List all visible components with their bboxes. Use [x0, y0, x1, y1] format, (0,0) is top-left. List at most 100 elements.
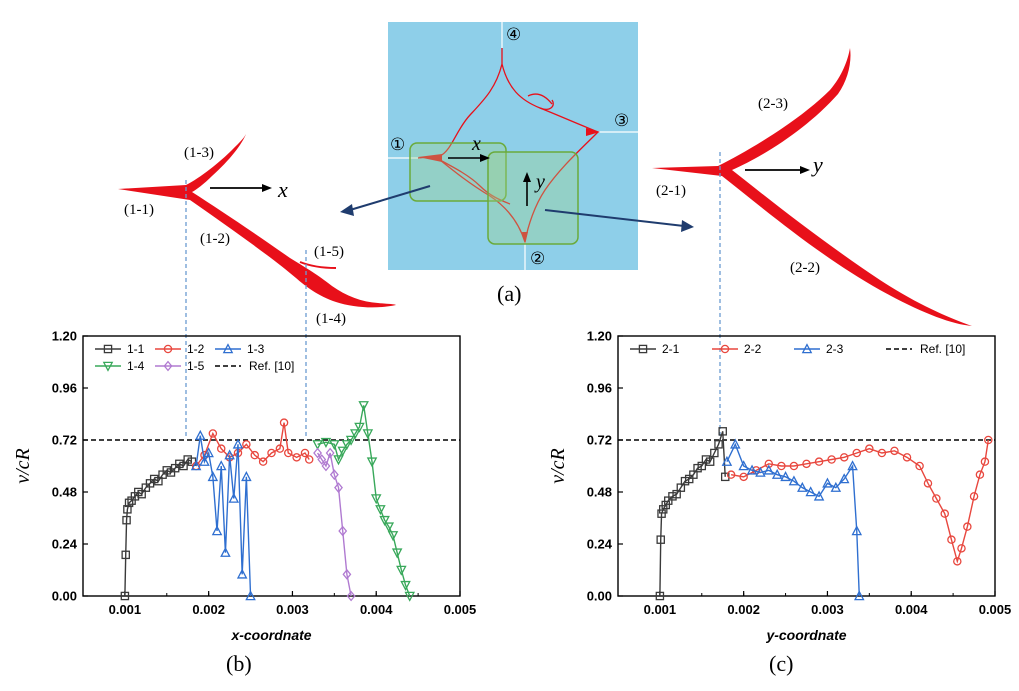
panel-b-label: (b)	[226, 651, 252, 676]
y-tick-label: 0.72	[52, 433, 77, 448]
data-point	[746, 464, 758, 475]
data-point	[267, 448, 276, 458]
panel-a: x y ① ② ③ ④ (a)	[340, 22, 694, 306]
data-point	[890, 446, 899, 456]
y-tick-label: 0.00	[587, 589, 612, 604]
y-tick-label: 0.48	[52, 485, 77, 500]
y-tick-label: 1.20	[587, 329, 612, 344]
data-point	[957, 544, 966, 553]
data-point	[338, 525, 348, 537]
data-point	[203, 447, 214, 458]
zoom-crack-2: y (2-1) (2-2) (2-3)	[652, 48, 972, 326]
series-1-5	[313, 447, 356, 602]
data-point	[656, 535, 665, 544]
data-point	[121, 550, 130, 560]
data-point	[242, 440, 251, 449]
data-point	[224, 449, 235, 460]
data-point	[400, 580, 411, 591]
data-point	[661, 500, 671, 510]
legend-marker	[222, 343, 234, 354]
specimen-background	[388, 22, 638, 270]
data-point	[207, 471, 219, 482]
data-point	[940, 509, 949, 518]
data-point	[718, 427, 727, 436]
y-tick-label: 0.24	[587, 537, 613, 552]
x-tick-label: 0.003	[276, 602, 309, 617]
data-point	[387, 531, 399, 542]
plot-frame	[617, 335, 996, 597]
data-point	[258, 457, 268, 466]
y-tick-label: 0.24	[52, 537, 78, 552]
data-point	[317, 454, 327, 465]
data-point	[710, 448, 719, 458]
data-point	[852, 448, 862, 458]
data-point	[396, 565, 407, 576]
data-point	[877, 448, 887, 458]
legend-label: 2-3	[826, 342, 844, 356]
label-1-4: (1-4)	[316, 311, 346, 327]
series-line	[195, 435, 252, 597]
data-point	[788, 475, 800, 486]
data-point	[947, 535, 956, 544]
data-point	[865, 444, 874, 453]
data-point	[721, 455, 733, 466]
zoom-2-axis-label: y	[811, 152, 823, 177]
data-point	[313, 447, 323, 459]
data-point	[292, 453, 301, 462]
legend-label: 1-5	[187, 359, 205, 373]
data-point	[847, 460, 858, 471]
x-axis-label: y-coordnate	[765, 627, 846, 643]
data-point	[822, 477, 833, 488]
x-tick-label: 0.005	[444, 602, 477, 617]
data-point	[658, 505, 668, 514]
data-point	[123, 505, 132, 514]
data-point	[366, 457, 378, 468]
data-point	[341, 440, 353, 451]
data-point	[755, 466, 766, 477]
series-2-1	[655, 427, 730, 601]
data-point	[190, 460, 202, 471]
series-1-1	[120, 455, 197, 601]
label-1-5: (1-5)	[314, 244, 344, 260]
y-tick-label: 0.96	[587, 381, 612, 396]
data-point	[923, 479, 933, 488]
series-line	[124, 458, 193, 597]
data-point	[304, 455, 314, 464]
data-point	[915, 461, 924, 471]
legend-label: 1-3	[247, 342, 265, 356]
panel-a-y-axis-label: y	[534, 171, 545, 193]
legend: 2-1 2-2 2-3 Ref. [10]	[630, 342, 965, 356]
data-point	[705, 457, 715, 466]
data-point	[980, 457, 990, 466]
series-2-2	[726, 435, 993, 566]
label-2-2: (2-2)	[790, 260, 820, 276]
data-point	[902, 453, 912, 462]
data-point	[370, 494, 382, 505]
zoom-1-axis-label: x	[277, 177, 288, 202]
legend-label: Ref. [10]	[920, 342, 965, 356]
legend-marker	[103, 344, 113, 354]
marker-2: ②	[530, 249, 545, 268]
y-tick-label: 1.20	[52, 329, 77, 344]
data-point	[284, 448, 293, 458]
data-point	[199, 455, 210, 466]
zoom-box-2	[487, 151, 579, 245]
data-point	[220, 546, 231, 557]
legend-marker	[801, 343, 813, 354]
x-tick-label: 0.002	[727, 602, 760, 617]
data-point	[780, 471, 791, 482]
data-point	[932, 494, 941, 503]
data-point	[975, 470, 985, 479]
data-point	[228, 492, 240, 503]
data-point	[216, 444, 226, 453]
x-tick-label: 0.005	[979, 602, 1012, 617]
data-point	[854, 590, 865, 601]
data-point	[814, 457, 824, 466]
data-point	[342, 568, 352, 580]
data-point	[764, 459, 774, 469]
series-line	[195, 422, 310, 467]
x-tick-label: 0.002	[192, 602, 225, 617]
legend-label: 1-4	[127, 359, 145, 373]
data-point	[350, 429, 361, 440]
